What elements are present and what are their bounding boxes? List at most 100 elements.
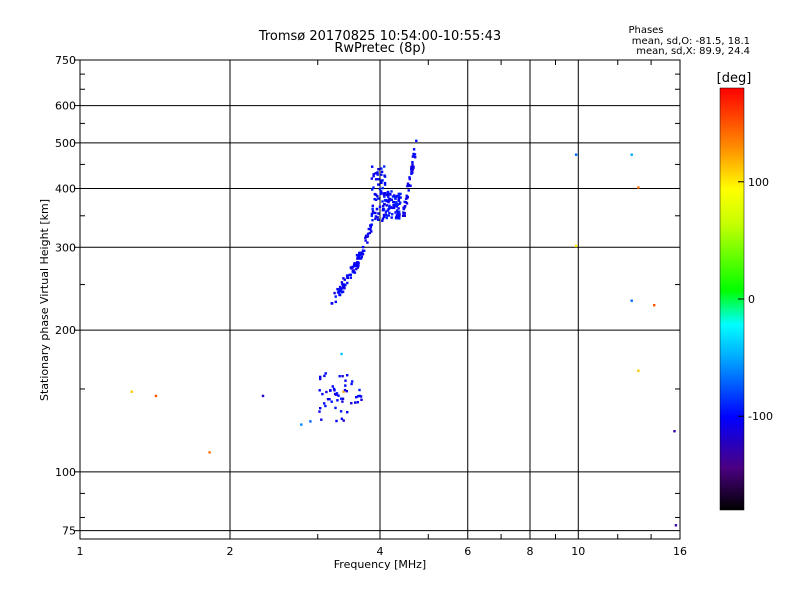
data-point	[319, 375, 322, 379]
data-point	[366, 235, 370, 238]
x-tick-label: 2	[227, 545, 234, 558]
data-point	[337, 291, 341, 294]
data-point	[393, 196, 397, 199]
data-point	[360, 253, 363, 256]
data-point	[372, 186, 375, 189]
data-point	[411, 163, 414, 166]
data-point	[336, 288, 339, 291]
data-point	[390, 198, 393, 201]
data-point	[404, 201, 408, 204]
data-point	[371, 219, 374, 222]
data-point	[385, 214, 389, 217]
data-point	[130, 390, 133, 393]
data-point	[412, 166, 415, 170]
data-point	[355, 264, 358, 268]
data-point	[333, 389, 336, 392]
chart-title: Tromsø 20170825 10:54:00-10:55:43	[258, 29, 501, 44]
data-point	[343, 278, 346, 281]
data-point	[331, 385, 334, 388]
data-point	[386, 209, 389, 212]
data-point	[208, 451, 211, 454]
data-point	[381, 186, 384, 190]
y-tick-label: 100	[55, 466, 76, 479]
data-point	[325, 390, 328, 394]
data-point	[674, 524, 678, 527]
y-tick-label: 750	[55, 54, 76, 67]
data-point	[359, 257, 363, 260]
data-point	[324, 372, 327, 375]
y-tick-labels: 75 100 200 300 400 500 600 750	[55, 54, 76, 538]
data-point	[378, 187, 382, 191]
data-point	[411, 168, 414, 171]
data-point	[376, 216, 379, 219]
data-point	[399, 192, 402, 196]
data-point	[370, 177, 373, 180]
data-point	[338, 285, 342, 289]
data-point	[333, 392, 337, 396]
data-point	[355, 267, 358, 271]
data-point	[394, 211, 397, 214]
data-point	[346, 374, 349, 377]
data-point	[372, 173, 375, 176]
data-point	[397, 212, 400, 216]
data-point	[324, 404, 327, 408]
data-point	[364, 239, 367, 242]
data-point	[344, 384, 347, 387]
data-point	[378, 205, 382, 208]
data-point	[413, 153, 417, 156]
data-point	[386, 194, 389, 197]
data-point	[374, 215, 378, 218]
data-point	[371, 204, 374, 207]
data-point	[395, 205, 398, 208]
data-point	[630, 153, 633, 156]
data-point	[396, 217, 400, 220]
data-point	[372, 211, 375, 215]
data-point	[367, 227, 370, 231]
data-point	[401, 214, 405, 217]
chart-subtitle: RwPretec (8p)	[334, 41, 425, 56]
x-axis-label: Frequency [MHz]	[334, 558, 426, 571]
data-point	[364, 236, 367, 239]
data-point	[403, 200, 406, 204]
data-point	[408, 177, 411, 181]
data-point	[406, 196, 409, 200]
data-point	[357, 263, 360, 267]
y-tick-label: 600	[55, 100, 76, 113]
data-point	[388, 211, 391, 215]
data-point	[414, 156, 417, 159]
data-point	[390, 190, 393, 193]
x-tick-label: 6	[464, 545, 471, 558]
data-point	[384, 198, 387, 202]
data-point	[384, 210, 388, 213]
x-tick-label: 10	[571, 545, 585, 558]
data-point	[353, 265, 356, 268]
data-point	[334, 295, 337, 298]
data-point	[374, 178, 378, 181]
data-point	[637, 369, 640, 372]
data-point	[373, 197, 376, 201]
data-point	[342, 277, 345, 280]
data-points	[130, 139, 678, 527]
y-tick-label: 400	[55, 182, 76, 195]
data-point	[342, 390, 345, 393]
data-point	[329, 389, 332, 392]
data-point	[366, 232, 370, 236]
data-point	[336, 399, 339, 402]
data-point	[397, 197, 400, 200]
data-point	[385, 199, 388, 203]
data-point	[382, 213, 386, 217]
data-point	[370, 230, 373, 233]
data-point	[383, 195, 386, 198]
data-point	[381, 179, 384, 182]
data-point	[339, 410, 343, 413]
data-point	[349, 276, 352, 279]
data-point	[330, 400, 333, 403]
data-point	[346, 411, 349, 414]
data-point	[371, 188, 374, 191]
data-point	[357, 261, 360, 264]
data-point	[154, 394, 158, 398]
data-point	[328, 398, 331, 401]
data-point	[318, 410, 321, 413]
data-point	[335, 419, 338, 423]
data-point	[376, 173, 379, 176]
